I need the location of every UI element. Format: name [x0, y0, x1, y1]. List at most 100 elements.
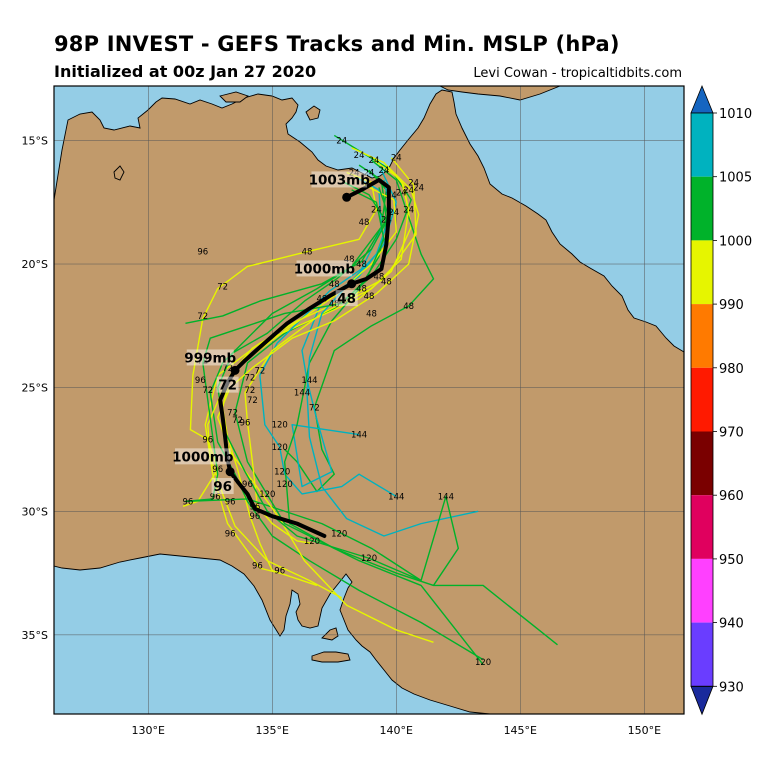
lat-tick-label: 25°S	[22, 382, 48, 395]
member-hour-label: 48	[381, 277, 392, 287]
land-australia	[54, 89, 684, 714]
member-hour-label: 24	[369, 156, 380, 166]
pressure-label: 999mb	[184, 350, 236, 366]
mean-track-line	[218, 177, 391, 538]
member-hour-label: 72	[222, 364, 233, 374]
member-hour-label: 96	[210, 492, 221, 502]
member-hour-label: 72	[309, 403, 320, 413]
member-hour-label: 96	[212, 465, 223, 475]
lat-tick-label: 35°S	[22, 629, 48, 642]
member-hour-label: 48	[359, 218, 370, 228]
member-hour-label: 96	[242, 480, 253, 490]
member-hour-label: 72	[232, 416, 243, 426]
member-hour-label: 96	[274, 567, 285, 577]
hour-label-bg	[335, 290, 358, 307]
member-hour-label: 120	[277, 480, 293, 490]
colorbar-tick-label: 970	[719, 426, 744, 441]
member-hour-label: 96	[252, 562, 263, 572]
member-hour-label: 24	[408, 178, 419, 188]
lat-tick-label: 30°S	[22, 505, 48, 518]
pressure-label-bg	[296, 260, 353, 277]
member-hour-label: 72	[245, 374, 256, 384]
member-hour-label: 120	[259, 490, 275, 500]
member-hour-label: 72	[217, 282, 228, 292]
hour-label: 72	[218, 378, 237, 394]
member-hour-label: 24	[413, 183, 424, 193]
member-hour-label: 96	[249, 502, 260, 512]
member-hour-label: 24	[403, 206, 414, 216]
axis-tick-labels: 130°E 135°E 140°E 145°E 150°E 15°S 20°S 25°S 30°…	[22, 134, 662, 737]
colorbar-segment	[691, 367, 713, 432]
member-track	[306, 179, 479, 537]
member-hour-label: 96	[240, 418, 251, 428]
member-track	[284, 159, 435, 493]
member-track	[204, 147, 412, 574]
colorbar-tick-label: 960	[719, 489, 744, 504]
member-track	[209, 169, 484, 661]
member-hour-label: 48	[356, 285, 367, 295]
colorbar-segment	[691, 304, 713, 368]
member-hour-label: 120	[274, 468, 290, 478]
member-hour-label: 120	[475, 658, 491, 668]
pressure-label-bg	[175, 448, 231, 465]
page-title: 98P INVEST - GEFS Tracks and Min. MSLP (…	[54, 32, 620, 56]
member-hour-label: 24	[378, 166, 389, 176]
colorbar-frame	[690, 112, 714, 687]
mean-track-marker	[230, 365, 240, 375]
member-hour-label: 96	[195, 376, 206, 386]
colorbar-tick-label: 930	[719, 680, 744, 695]
colorbar-tick-label: 1010	[719, 107, 752, 122]
mean-track-marker	[225, 467, 235, 477]
credit-text: Levi Cowan - tropicaltidbits.com	[473, 66, 682, 81]
member-hour-label: 96	[183, 497, 194, 507]
member-hour-label: 72	[197, 312, 208, 322]
member-hour-label: 96	[225, 530, 236, 540]
member-hour-label: 24	[371, 206, 382, 216]
member-hour-label: 72	[197, 356, 208, 366]
land-yorke-island	[321, 627, 339, 641]
colorbar-top-arrow	[690, 84, 714, 114]
lon-tick-label: 145°E	[504, 724, 537, 737]
land-melville-island	[219, 91, 249, 103]
member-hour-label: 144	[351, 431, 367, 441]
member-hour-label: 96	[202, 436, 213, 446]
colorbar-tick-label: 990	[719, 298, 744, 313]
member-hour-label: 72	[247, 396, 258, 406]
colorbar-segment	[691, 113, 713, 177]
member-hour-label: 24	[354, 151, 365, 161]
colorbar-tick-label: 1000	[719, 234, 752, 249]
member-hour-label: 24	[403, 186, 414, 196]
lat-tick-label: 15°S	[22, 134, 48, 147]
colorbar-segment	[691, 495, 713, 559]
member-hour-label: 48	[329, 300, 340, 310]
member-hour-label: 48	[336, 297, 347, 307]
lon-tick-label: 140°E	[380, 724, 413, 737]
mean-track-marker	[347, 279, 357, 289]
member-hour-label: 24	[336, 136, 347, 146]
member-hour-label: 24	[396, 188, 407, 198]
member-hour-label: 120	[272, 443, 288, 453]
colorbar-tick-label: 940	[719, 617, 744, 632]
member-hour-label: 48	[364, 292, 375, 302]
hour-label: 96	[213, 479, 232, 495]
land-island-west	[113, 165, 125, 181]
member-hour-label: 96	[249, 512, 260, 522]
hour-label-bg	[211, 478, 234, 495]
member-hour-label: 72	[202, 386, 213, 396]
member-hour-label: 24	[381, 216, 392, 226]
member-hour-label: 96	[197, 248, 208, 258]
pressure-label-bg	[311, 171, 368, 188]
land-groote-island	[305, 105, 321, 121]
member-hour-label: 48	[366, 309, 377, 319]
mean-track-marker	[342, 192, 352, 202]
pressure-label-bg	[186, 349, 234, 366]
land-kangaroo-island	[311, 651, 351, 663]
hour-label-bg	[216, 376, 239, 393]
member-hour-label: 48	[344, 255, 355, 265]
member-hour-label: 72	[227, 408, 238, 418]
colorbar-segment	[691, 558, 713, 623]
colorbar: 1010 1005 1000 990 980 970 960 950 940 930	[690, 84, 752, 716]
pressure-label: 1000mb	[294, 261, 356, 277]
colorbar-tick-label: 950	[719, 553, 744, 568]
